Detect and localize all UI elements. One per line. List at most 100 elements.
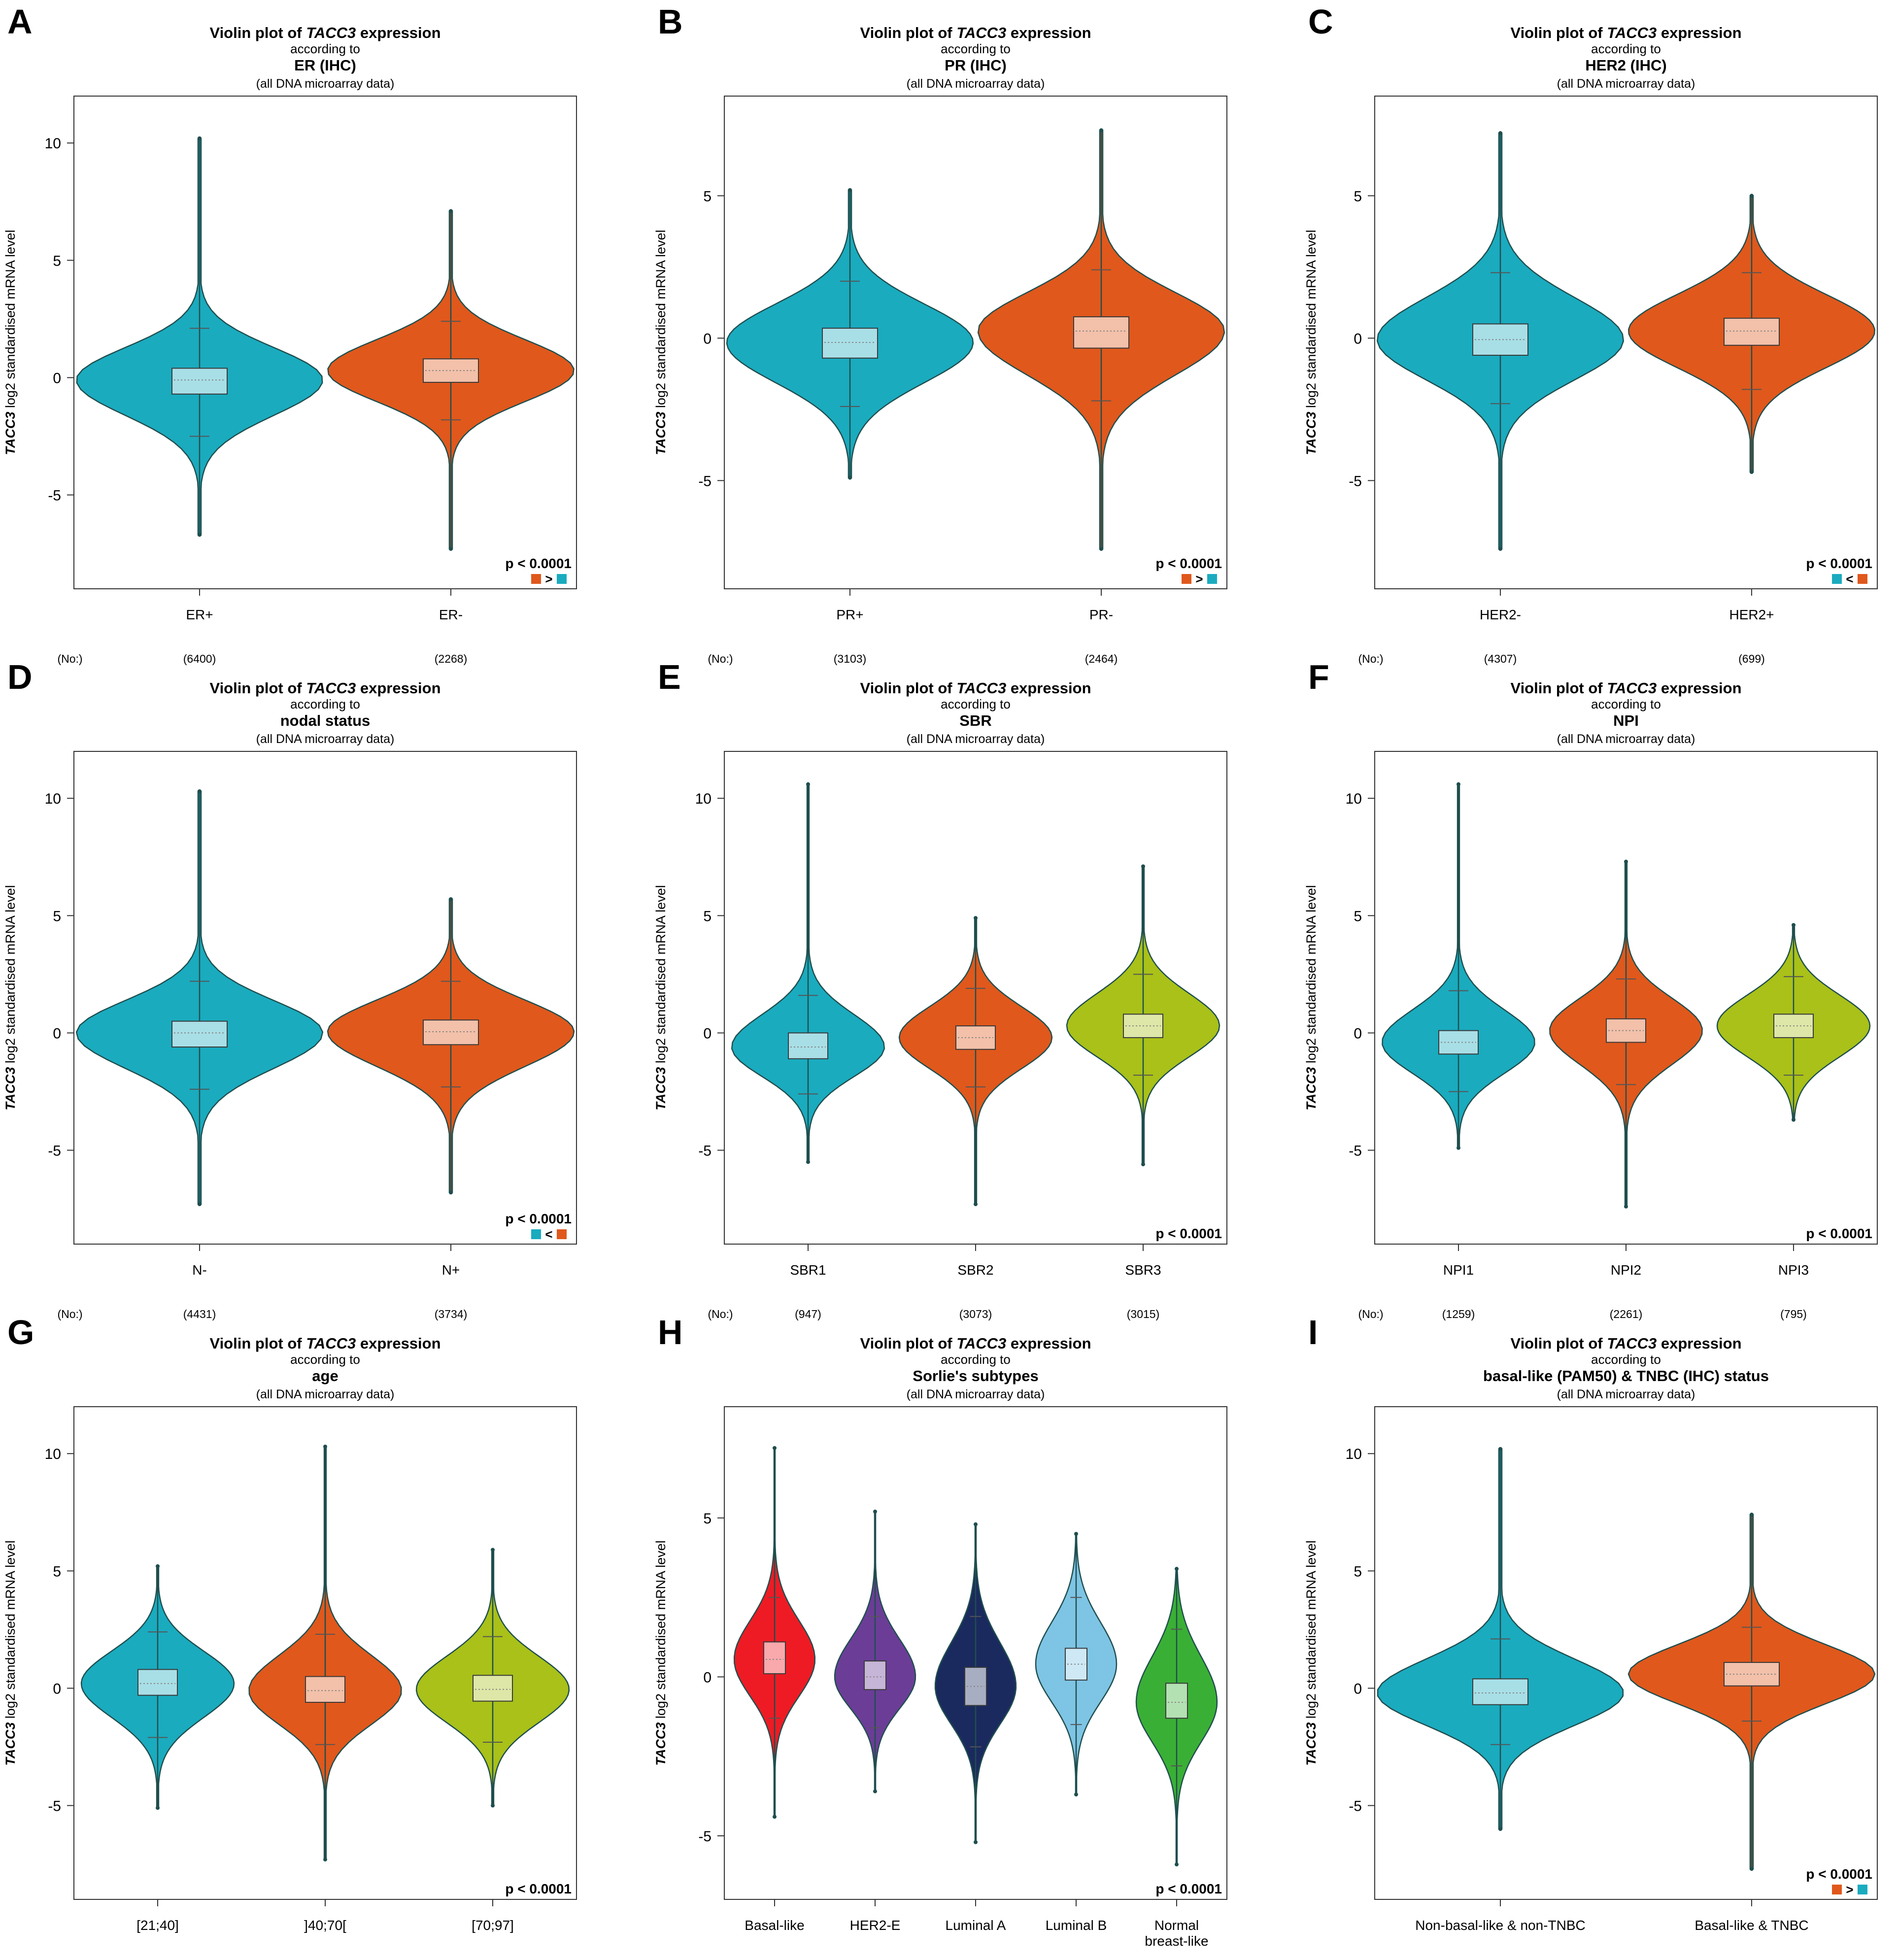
y-tick-label: 0 bbox=[1354, 331, 1362, 347]
according-label: according to bbox=[290, 697, 360, 711]
outlier-point bbox=[1624, 859, 1628, 864]
y-tick-label: 5 bbox=[1354, 1563, 1362, 1580]
y-tick-label: -5 bbox=[698, 1143, 711, 1159]
y-tick-label: 0 bbox=[53, 1681, 61, 1697]
outlier-point bbox=[1175, 1862, 1179, 1867]
count-prefix: (No:) bbox=[1358, 652, 1383, 665]
panel-d: D Violin plot of TACC3 expressionaccordin… bbox=[3, 658, 577, 1320]
variable-name: ER (IHC) bbox=[294, 57, 356, 74]
panel-c: C Violin plot of TACC3 expressionaccordin… bbox=[1304, 2, 1878, 665]
variable-name: PR (IHC) bbox=[945, 57, 1007, 74]
x-tick-label: HER2+ bbox=[1729, 607, 1774, 622]
violin-2 bbox=[327, 209, 575, 551]
iqr-box bbox=[788, 1032, 828, 1059]
outlier-point bbox=[198, 533, 202, 537]
plot-frame bbox=[1374, 96, 1878, 589]
y-axis-label: TACC3 log2 standardised mRNA level bbox=[1304, 230, 1319, 455]
y-tick-label: 10 bbox=[45, 1446, 61, 1462]
x-tick-label: SBR2 bbox=[957, 1262, 993, 1278]
outlier-point bbox=[1498, 547, 1502, 551]
iqr-box bbox=[1073, 316, 1129, 349]
outlier-point bbox=[449, 1190, 453, 1195]
x-tick-label: HER2- bbox=[1480, 607, 1521, 622]
outlier-point bbox=[1457, 1146, 1460, 1150]
according-label: according to bbox=[1591, 41, 1661, 56]
x-tick-label: SBR3 bbox=[1125, 1262, 1161, 1278]
outlier-point bbox=[198, 789, 202, 793]
y-axis-label: TACC3 log2 standardised mRNA level bbox=[1304, 885, 1319, 1110]
sample-count: (795) bbox=[1780, 1308, 1807, 1320]
y-tick-label: 5 bbox=[53, 253, 61, 269]
data-subtitle: (all DNA microarray data) bbox=[907, 732, 1045, 746]
data-subtitle: (all DNA microarray data) bbox=[1557, 732, 1695, 746]
sample-count: (3073) bbox=[959, 1308, 992, 1320]
outlier-point bbox=[1074, 1792, 1078, 1797]
outlier-point bbox=[156, 1564, 160, 1568]
comparison-swatch-left bbox=[531, 574, 541, 584]
outlier-point bbox=[773, 1815, 777, 1819]
outlier-point bbox=[1498, 1447, 1502, 1451]
x-tick-label: ]40;70[ bbox=[304, 1918, 346, 1933]
violin-1 bbox=[733, 1446, 816, 1819]
panel-letter: E bbox=[658, 658, 681, 696]
violin-3 bbox=[415, 1548, 570, 1808]
violin-2 bbox=[1627, 1513, 1876, 1871]
variable-name: NPI bbox=[1613, 712, 1639, 729]
panel-i: I Violin plot of TACC3 expressionaccordin… bbox=[1304, 1313, 1878, 1933]
according-label: according to bbox=[941, 41, 1011, 56]
outlier-point bbox=[974, 1522, 978, 1526]
y-tick-label: -5 bbox=[698, 473, 711, 489]
violin-1 bbox=[1376, 131, 1625, 551]
x-tick-label: [70;97] bbox=[472, 1918, 514, 1933]
outlier-point bbox=[1175, 1567, 1179, 1571]
y-tick-label: 5 bbox=[703, 1511, 711, 1527]
outlier-point bbox=[1750, 470, 1754, 474]
comparison-swatch-left bbox=[1832, 574, 1842, 584]
p-value: p < 0.0001 bbox=[505, 1211, 572, 1226]
according-label: according to bbox=[1591, 1352, 1661, 1367]
according-label: according to bbox=[290, 41, 360, 56]
panel-letter: C bbox=[1308, 2, 1333, 41]
plot-frame bbox=[73, 751, 577, 1245]
y-tick-label: 10 bbox=[695, 791, 711, 807]
outlier-point bbox=[873, 1789, 877, 1793]
x-tick-label: NPI3 bbox=[1778, 1262, 1809, 1278]
sample-count: (699) bbox=[1738, 652, 1765, 665]
y-tick-label: 0 bbox=[703, 1025, 711, 1042]
variable-name: age bbox=[312, 1367, 338, 1385]
comparison-legend: > bbox=[1182, 572, 1217, 586]
iqr-box bbox=[1724, 317, 1780, 346]
violin-1 bbox=[76, 136, 323, 537]
iqr-box bbox=[1065, 1648, 1087, 1681]
sample-count: (2464) bbox=[1085, 652, 1118, 665]
plot-frame bbox=[1374, 1406, 1878, 1900]
chart-title: Violin plot of TACC3 expression bbox=[860, 24, 1091, 41]
comparison-legend: < bbox=[531, 1227, 567, 1242]
p-value: p < 0.0001 bbox=[505, 556, 572, 571]
outlier-point bbox=[1074, 1532, 1078, 1536]
comparison-sign: > bbox=[1195, 572, 1203, 586]
chart-title: Violin plot of TACC3 expression bbox=[1510, 1335, 1741, 1352]
violin-2 bbox=[898, 916, 1053, 1207]
iqr-box bbox=[305, 1676, 345, 1703]
panel-letter: H bbox=[658, 1313, 683, 1352]
panel-letter: G bbox=[7, 1313, 34, 1352]
y-axis-label: TACC3 log2 standardised mRNA level bbox=[3, 1540, 18, 1765]
y-tick-label: 0 bbox=[1354, 1025, 1362, 1042]
violin-5 bbox=[1135, 1567, 1218, 1867]
violin-3 bbox=[1066, 864, 1220, 1167]
data-subtitle: (all DNA microarray data) bbox=[256, 732, 395, 746]
outlier-point bbox=[1750, 194, 1754, 198]
sample-count: (3103) bbox=[834, 652, 866, 665]
count-prefix: (No:) bbox=[57, 652, 82, 665]
p-value: p < 0.0001 bbox=[1806, 1226, 1872, 1241]
y-axis-label: TACC3 log2 standardised mRNA level bbox=[3, 885, 18, 1110]
outlier-point bbox=[1457, 782, 1460, 786]
x-tick-label: PR+ bbox=[836, 607, 863, 622]
y-tick-label: -5 bbox=[48, 488, 61, 504]
count-prefix: (No:) bbox=[708, 1308, 733, 1320]
iqr-box bbox=[822, 328, 878, 359]
iqr-box bbox=[423, 1019, 479, 1046]
data-subtitle: (all DNA microarray data) bbox=[256, 77, 395, 91]
outlier-point bbox=[806, 782, 810, 786]
